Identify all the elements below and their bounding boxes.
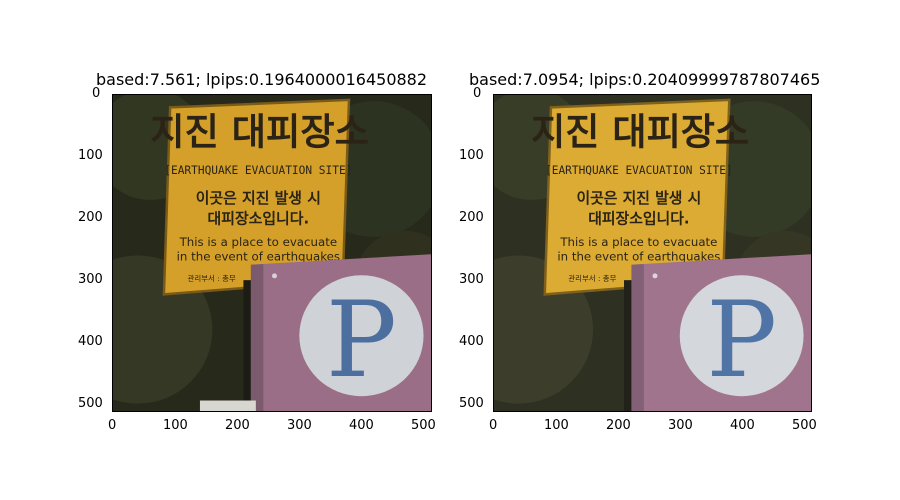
sign-dept: 관리부서 : 총무	[188, 273, 236, 283]
right-xtick-100: 100	[544, 418, 569, 433]
right-ytick-0: 0	[473, 86, 482, 101]
sign-korean-line1-right: 이곳은 지진 발생 시	[576, 190, 701, 207]
left-xtick-400: 400	[349, 418, 374, 433]
parking-circle-right	[679, 275, 804, 397]
parking-sign-right: P	[631, 254, 811, 411]
right-xtick-0: 0	[489, 418, 498, 433]
left-xtick-100: 100	[163, 418, 188, 433]
left-xtick-0: 0	[108, 418, 117, 433]
right-xtick-500: 500	[792, 418, 817, 433]
sign-korean-line2: 대피장소입니다.	[208, 209, 310, 227]
sign-korean-title: 지진 대피장소	[150, 110, 369, 153]
right-ytick-400: 400	[459, 334, 484, 349]
evacuation-sign: 지진 대피장소 [EARTHQUAKE EVACUATION SITE] 이곳은…	[150, 98, 369, 296]
left-panel-title: based:7.561; lpips:0.1964000016450882	[96, 70, 428, 89]
right-panel-title: based:7.0954; lpips:0.20409999787807465	[469, 70, 821, 89]
left-ytick-400: 400	[78, 334, 103, 349]
parking-circle	[299, 275, 424, 397]
sign-dept-right: 관리부서 : 총무	[568, 273, 616, 283]
sign-korean-line1: 이곳은 지진 발생 시	[196, 189, 321, 207]
right-ytick-200: 200	[459, 210, 484, 225]
left-ytick-100: 100	[78, 148, 103, 163]
sign-korean-line2-right: 대피장소입니다.	[588, 209, 689, 227]
right-photo-scene: 지진 대피장소 [EARTHQUAKE EVACUATION SITE] 이곳은…	[494, 95, 811, 411]
right-ytick-500: 500	[459, 396, 484, 411]
left-ytick-500: 500	[78, 396, 103, 411]
sign-english-line2: in the event of earthquakes	[177, 249, 340, 263]
sign-english-line1-right: This is a place to evacuate	[559, 235, 717, 249]
right-xtick-200: 200	[606, 418, 631, 433]
left-photo: 지진 대피장소 [EARTHQUAKE EVACUATION SITE] 이곳은…	[112, 94, 432, 412]
left-xtick-300: 300	[287, 418, 312, 433]
sign-english-title: [EARTHQUAKE EVACUATION SITE]	[164, 164, 352, 177]
left-ytick-0: 0	[92, 86, 101, 101]
right-ytick-100: 100	[459, 148, 484, 163]
right-xtick-300: 300	[668, 418, 693, 433]
evacuation-sign-right: 지진 대피장소 [EARTHQUAKE EVACUATION SITE] 이곳은…	[531, 98, 749, 296]
right-photo: 지진 대피장소 [EARTHQUAKE EVACUATION SITE] 이곳은…	[493, 94, 812, 412]
parking-letter-right: P	[706, 278, 777, 401]
sign-english-line1: This is a place to evacuate	[179, 235, 338, 249]
sign-english-title-right: [EARTHQUAKE EVACUATION SITE]	[545, 164, 733, 177]
left-ytick-300: 300	[78, 272, 103, 287]
right-xtick-400: 400	[730, 418, 755, 433]
parking-sign: P	[250, 254, 431, 411]
left-photo-scene: 지진 대피장소 [EARTHQUAKE EVACUATION SITE] 이곳은…	[113, 95, 431, 411]
parking-letter: P	[326, 278, 397, 401]
left-xtick-500: 500	[411, 418, 436, 433]
left-ytick-200: 200	[78, 210, 103, 225]
right-ytick-300: 300	[459, 272, 484, 287]
sign-english-line2-right: in the event of earthquakes	[557, 249, 720, 263]
sign-korean-title-right: 지진 대피장소	[531, 110, 749, 153]
left-xtick-200: 200	[225, 418, 250, 433]
